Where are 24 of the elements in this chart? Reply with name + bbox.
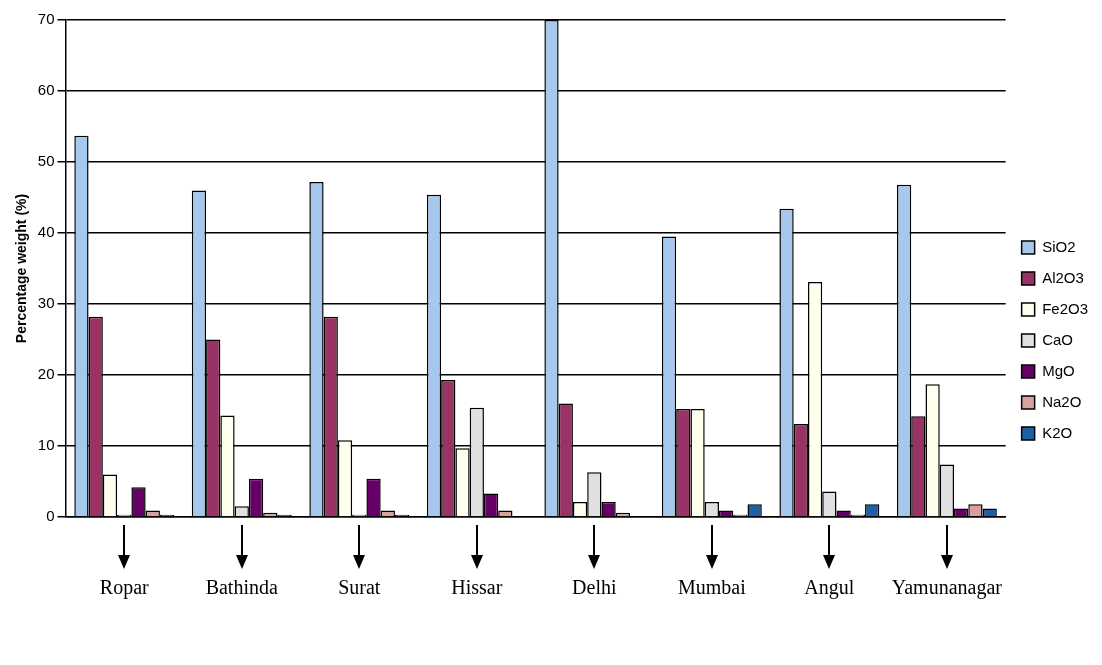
y-tick-label: 10 — [37, 436, 55, 454]
y-tick-label: 50 — [37, 152, 55, 170]
legend-label: Na2O — [1042, 392, 1082, 410]
legend-label: SiO2 — [1042, 237, 1076, 255]
y-tick-label: 20 — [37, 365, 55, 383]
legend-label: Fe2O3 — [1042, 299, 1088, 317]
y-tick-label: 40 — [37, 223, 55, 241]
x-tick-label: Yamunanagar — [891, 576, 1003, 600]
legend-label: MgO — [1042, 361, 1075, 379]
x-tick-label: Hissar — [451, 576, 503, 599]
x-tick-label: Mumbai — [677, 576, 747, 599]
legend-label: CaO — [1042, 330, 1073, 348]
legend-label: K2O — [1042, 423, 1073, 441]
y-tick-label: 70 — [37, 10, 55, 28]
x-tick-label: Bathinda — [205, 576, 278, 599]
y-tick-label: 0 — [46, 507, 55, 525]
legend-label: Al2O3 — [1042, 268, 1084, 286]
x-tick-label: Surat — [338, 576, 381, 599]
y-axis-title: Percentage weight (%) — [13, 193, 30, 344]
y-tick-label: 30 — [37, 294, 55, 312]
x-tick-label: Delhi — [572, 576, 617, 599]
x-tick-label: Ropar — [99, 576, 150, 600]
y-tick-label: 60 — [37, 81, 55, 99]
x-tick-label: Angul — [804, 576, 855, 600]
